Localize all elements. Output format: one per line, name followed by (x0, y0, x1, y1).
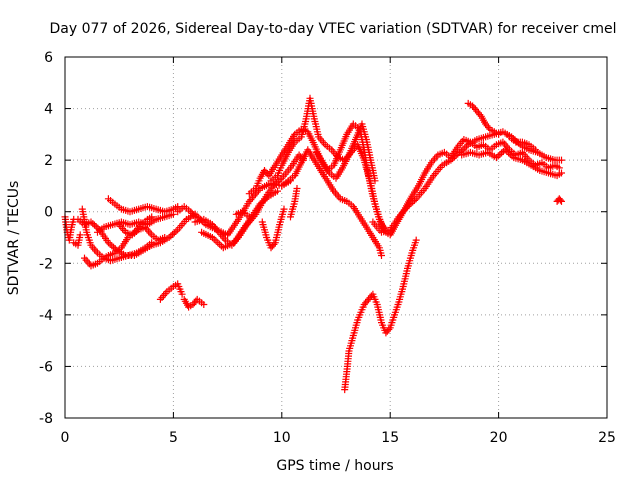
y-tick-label: -8 (39, 411, 53, 427)
y-tick-label: -6 (39, 359, 53, 375)
data-point (245, 213, 253, 221)
data-point (411, 196, 418, 204)
plot-frame (64, 56, 608, 419)
data-point (505, 149, 513, 157)
y-tick-label: 2 (44, 153, 53, 169)
data-point (170, 229, 178, 237)
data-point (274, 187, 281, 195)
data-point (371, 177, 379, 185)
data-point (556, 196, 564, 204)
data-point (276, 176, 284, 184)
data-point (558, 197, 565, 205)
data-point (148, 239, 156, 247)
y-tick-label: 4 (44, 102, 53, 118)
y-tick-label: -2 (39, 256, 53, 272)
data-point (405, 201, 413, 209)
data-point (496, 151, 504, 158)
data-point (110, 243, 118, 251)
data-point (558, 156, 565, 164)
x-tick-label: 20 (490, 430, 508, 446)
data-point (89, 220, 97, 228)
data-markers (61, 94, 565, 394)
data-point (506, 151, 514, 158)
x-tick-label: 10 (273, 430, 291, 446)
data-point (172, 227, 180, 235)
data-point (167, 232, 175, 240)
data-point (485, 124, 492, 131)
data-point (190, 211, 198, 219)
data-point (280, 205, 288, 213)
data-point (104, 239, 112, 247)
data-point (495, 130, 503, 138)
y-tick-label: 0 (44, 205, 53, 221)
data-point (91, 221, 98, 229)
data-point (407, 200, 415, 207)
data-point (200, 301, 208, 308)
data-point (461, 144, 469, 152)
data-point (178, 290, 186, 298)
data-point (263, 194, 271, 202)
x-tick-label: 5 (169, 430, 178, 446)
data-point (106, 240, 114, 248)
data-point (378, 252, 385, 259)
y-tick-label: -4 (39, 308, 53, 324)
data-point (161, 234, 169, 241)
x-tick-label: 25 (598, 430, 616, 446)
data-point (558, 169, 565, 177)
data-point (412, 236, 420, 244)
y-axis-label: SDTVAR / TECUs (6, 181, 22, 296)
data-point (260, 197, 268, 205)
data-point (385, 326, 393, 333)
data-point (450, 153, 458, 161)
data-point (463, 142, 470, 150)
data-point (447, 156, 455, 164)
chart-title: Day 077 of 2026, Sidereal Day-to-day VTE… (49, 21, 616, 37)
data-point (532, 146, 539, 154)
x-axis-label: GPS time / hours (276, 458, 393, 474)
data-point (270, 240, 278, 248)
x-tick-label: 0 (61, 430, 70, 446)
data-point (76, 231, 84, 239)
y-tick-label: 6 (44, 50, 53, 66)
data-point (494, 152, 502, 160)
data-point (258, 198, 266, 206)
x-tick-label: 15 (381, 430, 399, 446)
data-point (555, 164, 563, 172)
data-point (293, 185, 301, 192)
axis-ticks: 0 5 10 15 20 25 -8 -6 -4 -2 0 2 4 6 (39, 50, 616, 446)
data-point (476, 111, 484, 119)
data-point (501, 146, 509, 154)
